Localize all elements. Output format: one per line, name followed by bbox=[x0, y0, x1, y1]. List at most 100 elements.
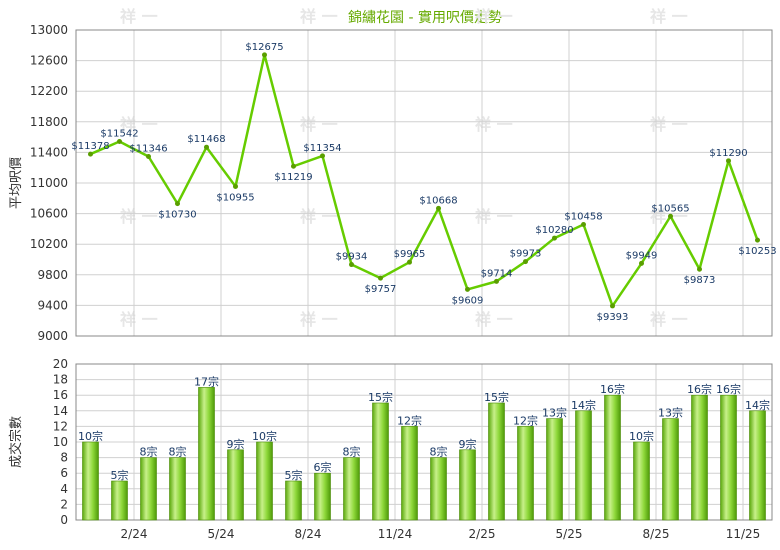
y-tick-label: 10 bbox=[53, 435, 68, 449]
y-axis-title: 平均呎價 bbox=[9, 157, 24, 209]
price-point bbox=[639, 260, 644, 266]
volume-data-label: 5宗 bbox=[111, 468, 129, 482]
price-data-label: $9973 bbox=[510, 249, 542, 260]
price-point bbox=[291, 163, 296, 169]
y-tick-label: 11400 bbox=[30, 145, 68, 159]
price-point bbox=[204, 144, 209, 150]
price-data-label: $9873 bbox=[684, 275, 716, 286]
price-data-label: $9757 bbox=[365, 284, 397, 295]
price-data-label: $12675 bbox=[245, 42, 283, 53]
watermark-text: 祥 一 bbox=[300, 310, 338, 329]
price-point bbox=[320, 153, 325, 159]
watermark-text: 祥 一 bbox=[650, 115, 688, 134]
price-point bbox=[610, 303, 615, 309]
price-data-label: $11219 bbox=[274, 172, 312, 183]
y-tick-label: 14 bbox=[53, 404, 68, 418]
x-tick-label: 11/24 bbox=[378, 527, 413, 541]
price-line-chart: 9000 9400 9800 10200 10600 11000 11400 11800 122… bbox=[9, 23, 777, 343]
watermark-text: 祥 一 bbox=[650, 310, 688, 329]
y-tick-label: 11000 bbox=[30, 176, 68, 190]
y-tick-label: 9400 bbox=[37, 298, 68, 312]
watermark-text: 祥 一 bbox=[120, 310, 158, 329]
volume-data-label: 10宗 bbox=[78, 429, 103, 443]
price-point bbox=[146, 154, 151, 160]
volume-data-label: 8宗 bbox=[169, 445, 187, 459]
watermark-text: 祥 一 bbox=[475, 310, 513, 329]
watermark-text: 祥 一 bbox=[300, 207, 338, 226]
volume-bar bbox=[459, 449, 476, 521]
volume-data-label: 16宗 bbox=[600, 382, 625, 396]
y-tick-label: 13000 bbox=[30, 23, 68, 37]
watermark-text: 祥 一 bbox=[475, 207, 513, 226]
price-point bbox=[523, 259, 528, 265]
volume-bar bbox=[285, 480, 302, 521]
price-point bbox=[407, 259, 412, 265]
price-data-label: $10458 bbox=[564, 211, 602, 222]
volume-data-label: 9宗 bbox=[459, 437, 477, 451]
volume-bar bbox=[517, 426, 534, 521]
x-tick-label: 8/24 bbox=[295, 527, 322, 541]
volume-data-label: 10宗 bbox=[629, 429, 654, 443]
price-point bbox=[349, 262, 354, 268]
volume-data-label: 10宗 bbox=[252, 429, 277, 443]
volume-data-label: 13宗 bbox=[542, 406, 567, 420]
volume-bar bbox=[749, 410, 766, 521]
volume-data-label: 16宗 bbox=[687, 382, 712, 396]
price-point bbox=[581, 221, 586, 227]
y-tick-label: 20 bbox=[53, 357, 68, 371]
volume-bar bbox=[720, 394, 737, 521]
y-tick-label: 4 bbox=[60, 482, 68, 496]
price-series-line bbox=[90, 53, 759, 308]
watermark-text: 祥 一 bbox=[475, 7, 513, 26]
watermark-text: 祥 一 bbox=[120, 115, 158, 134]
price-data-label: $9949 bbox=[626, 250, 658, 261]
watermark-text: 祥 一 bbox=[300, 115, 338, 134]
price-data-label: $11354 bbox=[303, 143, 341, 154]
y-tick-label: 2 bbox=[60, 497, 68, 511]
price-data-label: $9609 bbox=[452, 295, 484, 306]
watermark-text: 祥 一 bbox=[120, 207, 158, 226]
volume-bar bbox=[662, 418, 679, 521]
volume-bar bbox=[372, 402, 389, 521]
volume-bar bbox=[343, 457, 360, 521]
volume-bar bbox=[401, 426, 418, 521]
volume-data-label: 14宗 bbox=[745, 398, 770, 412]
price-point bbox=[378, 275, 383, 281]
price-point bbox=[465, 286, 470, 292]
y-tick-label: 8 bbox=[60, 451, 68, 465]
watermark-text: 祥 一 bbox=[650, 7, 688, 26]
price-point bbox=[175, 201, 180, 207]
price-data-label: $9965 bbox=[394, 249, 426, 260]
volume-bar bbox=[691, 394, 708, 521]
y-tick-label: 12 bbox=[53, 419, 68, 433]
y-tick-label: 9800 bbox=[37, 268, 68, 282]
price-data-label: $9934 bbox=[336, 252, 368, 263]
price-point bbox=[494, 278, 499, 284]
volume-data-label: 9宗 bbox=[227, 437, 245, 451]
y-tick-label: 10200 bbox=[30, 237, 68, 251]
price-data-label: $10730 bbox=[158, 210, 196, 221]
price-point bbox=[697, 266, 702, 272]
price-point bbox=[88, 151, 93, 157]
volume-data-label: 15宗 bbox=[368, 390, 393, 404]
price-point bbox=[755, 237, 760, 243]
volume-data-label: 12宗 bbox=[513, 413, 538, 427]
price-point bbox=[726, 158, 731, 164]
price-data-label: $11378 bbox=[71, 141, 109, 152]
watermark-text: 祥 一 bbox=[475, 115, 513, 134]
volume-bar bbox=[111, 480, 128, 521]
volume-bar bbox=[169, 457, 186, 521]
plot-frame bbox=[75, 29, 773, 337]
price-point bbox=[117, 139, 122, 145]
price-data-label: $11290 bbox=[709, 148, 747, 159]
volume-bar bbox=[314, 472, 331, 521]
price-data-label: $10668 bbox=[419, 195, 457, 206]
price-point bbox=[552, 235, 557, 241]
price-data-label: $9714 bbox=[481, 268, 513, 279]
volume-bar bbox=[430, 457, 447, 521]
volume-bar bbox=[198, 387, 215, 521]
volume-data-label: 17宗 bbox=[194, 374, 219, 388]
y-tick-label: 18 bbox=[53, 373, 68, 387]
